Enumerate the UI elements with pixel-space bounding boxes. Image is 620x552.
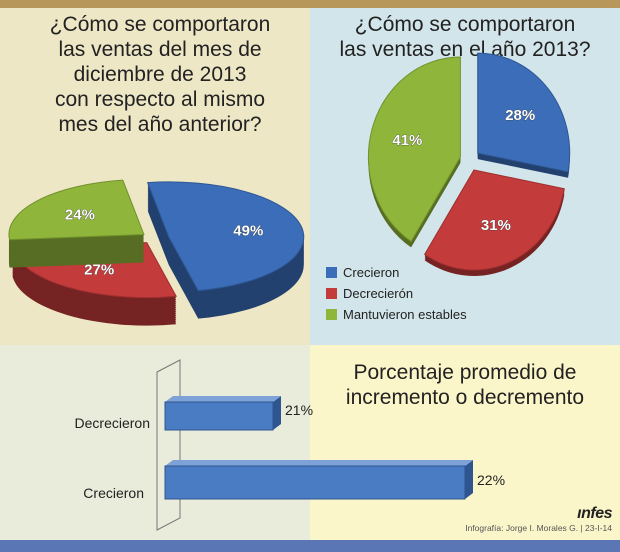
infes-logo: ınfes (577, 505, 612, 522)
december-pie-slice-mantuvieron-estables: 24% (8, 179, 145, 268)
credit-text: Infografía: Jorge I. Morales G. | 23-I-1… (465, 523, 612, 533)
top-band (0, 0, 620, 8)
pie-data-label: 27% (84, 261, 114, 278)
pie-data-label: 24% (65, 206, 95, 223)
legend: Crecieron Decrecierón Mantuvieron establ… (326, 262, 467, 325)
bar-value-label: 21% (285, 402, 314, 418)
bar-title-panel (310, 345, 620, 540)
legend-swatch (326, 309, 337, 320)
year-pie-slice-crecieron: 28% (477, 52, 571, 178)
legend-swatch (326, 288, 337, 299)
year-pie-slice-decrecierón: 31% (424, 169, 565, 276)
year-chart-title: ¿Cómo se comportaron las ventas en el añ… (339, 13, 591, 61)
december-chart-title: ¿Cómo se comportaron las ventas del mes … (49, 13, 271, 136)
pie-data-label: 31% (481, 217, 511, 234)
legend-item-crecieron: Crecieron (326, 262, 467, 283)
year-panel (310, 8, 620, 345)
bar-decrecieron (164, 396, 281, 431)
bar-crecieron (164, 460, 473, 500)
bottom-band (0, 540, 620, 552)
bar-category-label: Decrecieron (74, 415, 150, 431)
axis-break (156, 359, 181, 531)
bar-chart-title: Porcentaje promedio de incremento o decr… (345, 361, 585, 409)
legend-label: Mantuvieron estables (343, 307, 467, 322)
pie-data-label: 49% (233, 223, 263, 240)
bar-chart-panel (0, 345, 310, 540)
year-pie-slice-mantuvieron-estables: 41% (367, 56, 461, 248)
bar-value-label: 22% (477, 472, 506, 488)
december-pie-slice-crecieron: 49% (146, 181, 305, 319)
legend-label: Decrecierón (343, 286, 414, 301)
pie-data-label: 28% (505, 107, 535, 124)
legend-item-estables: Mantuvieron estables (326, 304, 467, 325)
legend-label: Crecieron (343, 265, 400, 280)
pie-data-label: 41% (392, 132, 422, 149)
bar-category-label: Crecieron (83, 485, 144, 501)
legend-swatch (326, 267, 337, 278)
legend-item-decrecieron: Decrecierón (326, 283, 467, 304)
